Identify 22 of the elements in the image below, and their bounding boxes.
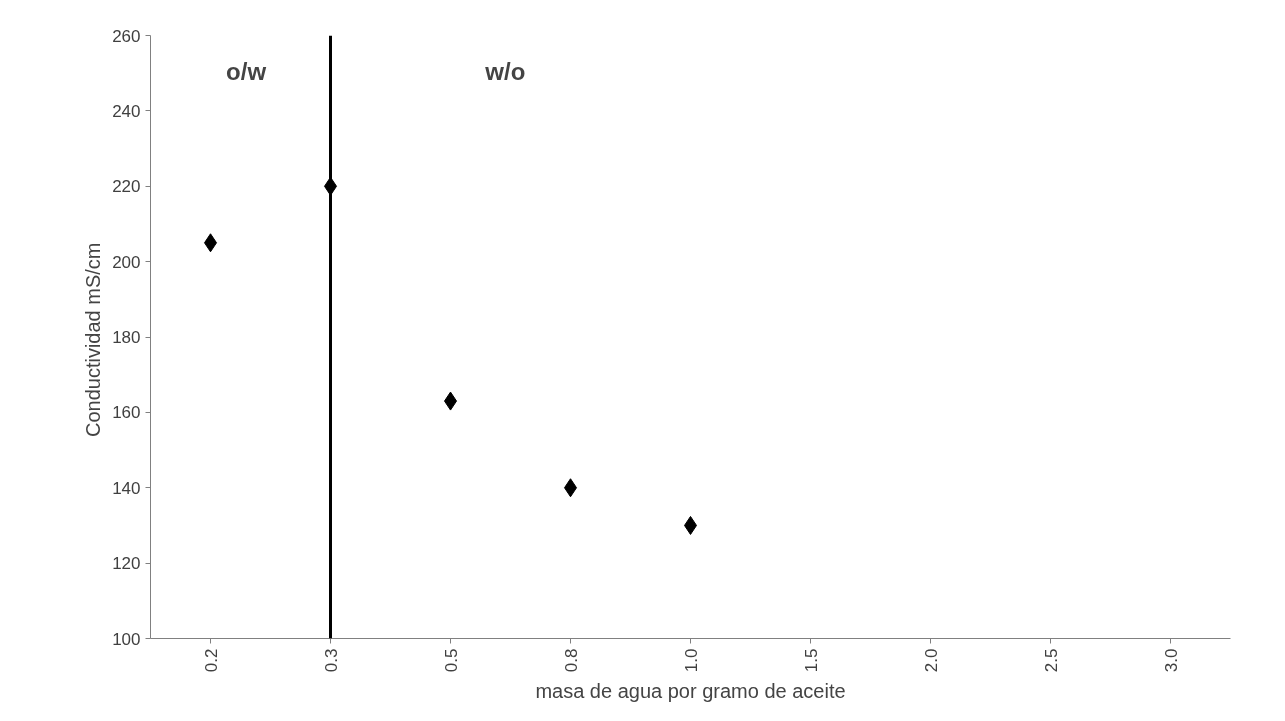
y-tick-label: 100 (112, 629, 141, 649)
y-tick-label: 160 (112, 403, 141, 423)
x-tick-label: 0.5 (441, 648, 461, 673)
x-tick-label: 2.0 (921, 648, 941, 673)
y-axis-title: Conductividad mS/cm (82, 242, 105, 438)
annotation: o/w (226, 58, 267, 86)
y-tick-label: 120 (112, 554, 141, 574)
x-tick-label: 0.2 (201, 648, 221, 673)
x-tick-label: 0.8 (561, 648, 581, 673)
y-tick-label: 180 (112, 328, 141, 347)
y-tick-label: 240 (112, 101, 141, 121)
x-tick-label: 0.3 (321, 648, 341, 673)
x-tick-label: 1.0 (681, 648, 701, 673)
y-tick-label: 140 (112, 478, 141, 498)
x-tick-label: 2.5 (1041, 648, 1061, 673)
annotation: w/o (484, 58, 526, 86)
y-tick-label: 200 (112, 252, 141, 272)
x-tick-label: 3.0 (1161, 648, 1181, 673)
y-tick-label: 260 (112, 26, 141, 46)
x-tick-label: 1.5 (801, 648, 821, 673)
x-axis-title: masa de agua por gramo de aceite (535, 680, 846, 703)
y-tick-label: 220 (112, 177, 141, 197)
